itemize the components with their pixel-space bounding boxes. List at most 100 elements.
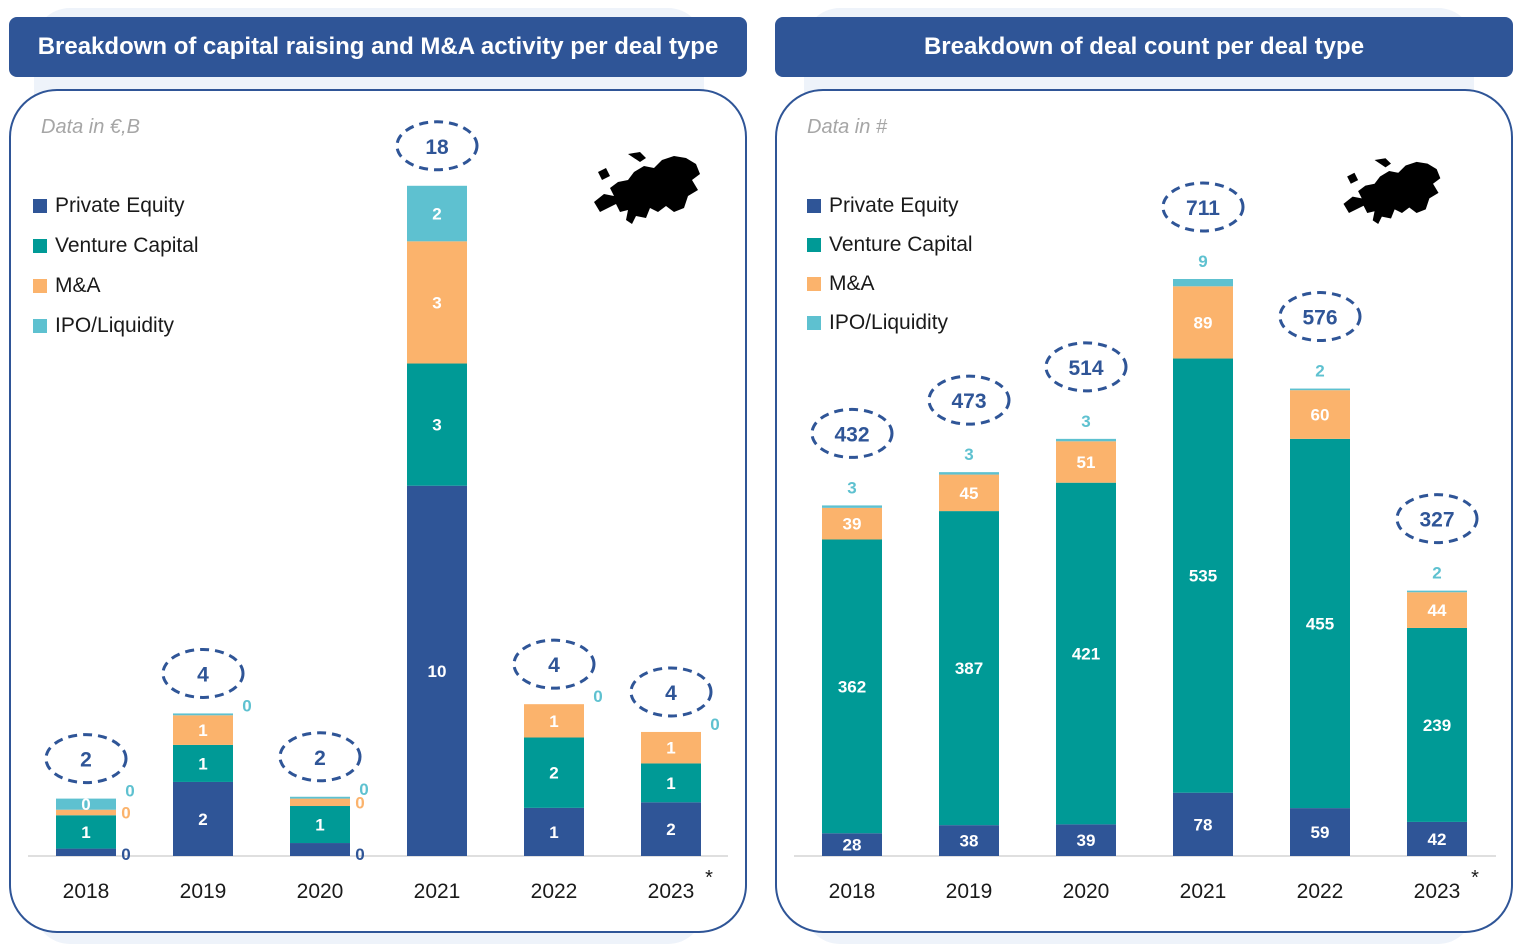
legend-label: IPO/Liquidity bbox=[55, 314, 175, 337]
total-label: 4 bbox=[548, 654, 560, 677]
bar-segment-venture-capital bbox=[1056, 482, 1116, 825]
total-callout bbox=[629, 666, 713, 718]
bar-segment-venture-capital bbox=[1407, 627, 1467, 822]
total-callout bbox=[512, 638, 596, 690]
legend-item-ipo-liquidity: IPO/Liquidity bbox=[33, 306, 199, 346]
x-tick-label: 2020 bbox=[1063, 880, 1110, 903]
legend-swatch bbox=[33, 319, 47, 333]
total-callout bbox=[161, 647, 245, 699]
data-label-ipo-liquidity-inner: 0 bbox=[81, 795, 90, 814]
legend: Private Equity Venture Capital M&A IPO/L… bbox=[33, 186, 199, 346]
data-label-private-equity: 10 bbox=[428, 662, 447, 681]
total-label: 327 bbox=[1419, 509, 1454, 532]
total-label: 473 bbox=[951, 390, 986, 413]
legend-item-private-equity: Private Equity bbox=[807, 186, 973, 225]
deal-count-panel: Breakdown of deal count per deal type Da… bbox=[770, 0, 1514, 944]
bar-segment-private-equity bbox=[641, 802, 701, 856]
capital-raising-chart: 0100022018211042019010022020103321820211… bbox=[28, 120, 728, 903]
x-tick-label: 2019 bbox=[946, 880, 993, 903]
bar-segment-ipo-liquidity bbox=[1173, 279, 1233, 287]
bar-segment-ma bbox=[1056, 441, 1116, 483]
chart-frame bbox=[775, 89, 1513, 933]
data-label-private-equity: 78 bbox=[1194, 815, 1213, 834]
data-label-ipo-liquidity: 2 bbox=[1432, 564, 1441, 583]
bar-segment-ma bbox=[1290, 390, 1350, 439]
data-label-ma: 45 bbox=[960, 484, 979, 503]
bar-segment-venture-capital bbox=[524, 737, 584, 808]
bar-segment-ipo-liquidity bbox=[1407, 590, 1467, 593]
total-label: 4 bbox=[197, 663, 209, 686]
data-label-venture-capital: 455 bbox=[1306, 614, 1334, 633]
legend-item-ipo-liquidity: IPO/Liquidity bbox=[807, 303, 973, 342]
total-callout bbox=[44, 733, 128, 785]
data-label-ma: 0 bbox=[121, 803, 130, 822]
data-label-venture-capital: 2 bbox=[549, 764, 558, 783]
data-label-ma: 3 bbox=[432, 293, 441, 312]
bar-segment-ipo-liquidity bbox=[1056, 438, 1116, 442]
bar-segment-ma bbox=[1173, 286, 1233, 359]
legend-item-ma: M&A bbox=[33, 266, 199, 306]
legend-label: Venture Capital bbox=[829, 232, 973, 256]
total-callout bbox=[810, 407, 894, 459]
bar-segment-ipo-liquidity bbox=[173, 713, 233, 716]
total-callout bbox=[927, 374, 1011, 426]
bar-segment-ma bbox=[407, 241, 467, 364]
data-label-private-equity: 2 bbox=[198, 810, 207, 829]
data-label-private-equity: 38 bbox=[960, 832, 979, 851]
bar-segment-ipo-liquidity bbox=[1290, 388, 1350, 391]
bar-segment-private-equity bbox=[1173, 792, 1233, 856]
bar-segment-venture-capital bbox=[173, 744, 233, 782]
bar-segment-ma bbox=[56, 809, 116, 816]
data-label-venture-capital: 3 bbox=[432, 416, 441, 435]
bar-segment-private-equity bbox=[1290, 808, 1350, 856]
total-label: 576 bbox=[1302, 307, 1337, 330]
bar-segment-ma bbox=[524, 704, 584, 738]
x-tick-label: 2021 bbox=[414, 880, 461, 903]
data-label-venture-capital: 239 bbox=[1423, 716, 1451, 735]
total-callout bbox=[1395, 493, 1479, 545]
bar-segment-ipo-liquidity bbox=[939, 472, 999, 475]
x-tick-label: 2021 bbox=[1180, 880, 1227, 903]
data-label-ipo-liquidity: 2 bbox=[1315, 362, 1324, 381]
data-label-ipo-liquidity: 3 bbox=[1081, 412, 1090, 431]
data-label-ma: 1 bbox=[666, 739, 675, 758]
total-label: 2 bbox=[80, 749, 92, 772]
bar-segment-private-equity bbox=[524, 807, 584, 856]
legend-item-venture-capital: Venture Capital bbox=[33, 226, 199, 266]
legend-swatch bbox=[807, 276, 821, 291]
bar-segment-ma bbox=[173, 715, 233, 745]
data-label-venture-capital: 1 bbox=[315, 816, 324, 835]
data-label-ma: 1 bbox=[549, 712, 558, 731]
data-label-ma: 89 bbox=[1194, 313, 1213, 332]
data-label-ipo-liquidity: 2 bbox=[432, 205, 441, 224]
data-label-ipo-liquidity: 0 bbox=[593, 687, 602, 706]
data-label-private-equity: 2 bbox=[666, 820, 675, 839]
data-label-private-equity: 42 bbox=[1428, 830, 1447, 849]
bar-segment-private-equity bbox=[1407, 821, 1467, 856]
capital-raising-panel: Breakdown of capital raising and M&A act… bbox=[0, 0, 747, 944]
bar-segment-venture-capital bbox=[939, 511, 999, 826]
total-callout bbox=[1278, 291, 1362, 343]
bar-segment-ipo-liquidity bbox=[56, 798, 116, 810]
bar-segment-private-equity bbox=[407, 485, 467, 856]
europe-map-icon bbox=[594, 152, 700, 224]
bar-segment-private-equity bbox=[1056, 824, 1116, 856]
panel-title: Breakdown of capital raising and M&A act… bbox=[9, 17, 747, 77]
bar-segment-ma bbox=[290, 798, 350, 807]
bar-segment-private-equity bbox=[939, 825, 999, 856]
bar-segment-private-equity bbox=[290, 843, 350, 856]
data-label-private-equity: 0 bbox=[121, 845, 130, 864]
legend-swatch bbox=[33, 279, 47, 293]
legend-item-ma: M&A bbox=[807, 264, 973, 303]
data-label-ipo-liquidity: 0 bbox=[242, 696, 251, 715]
footnote-marker: * bbox=[705, 867, 713, 889]
legend-swatch bbox=[33, 239, 47, 253]
legend-item-private-equity: Private Equity bbox=[33, 186, 199, 226]
x-tick-label: 2020 bbox=[297, 880, 344, 903]
total-label: 2 bbox=[314, 747, 326, 770]
legend-swatch bbox=[807, 198, 821, 213]
bar-segment-venture-capital bbox=[1290, 438, 1350, 809]
total-callout bbox=[1161, 181, 1245, 233]
data-label-venture-capital: 1 bbox=[666, 774, 675, 793]
total-callout bbox=[1044, 341, 1128, 393]
